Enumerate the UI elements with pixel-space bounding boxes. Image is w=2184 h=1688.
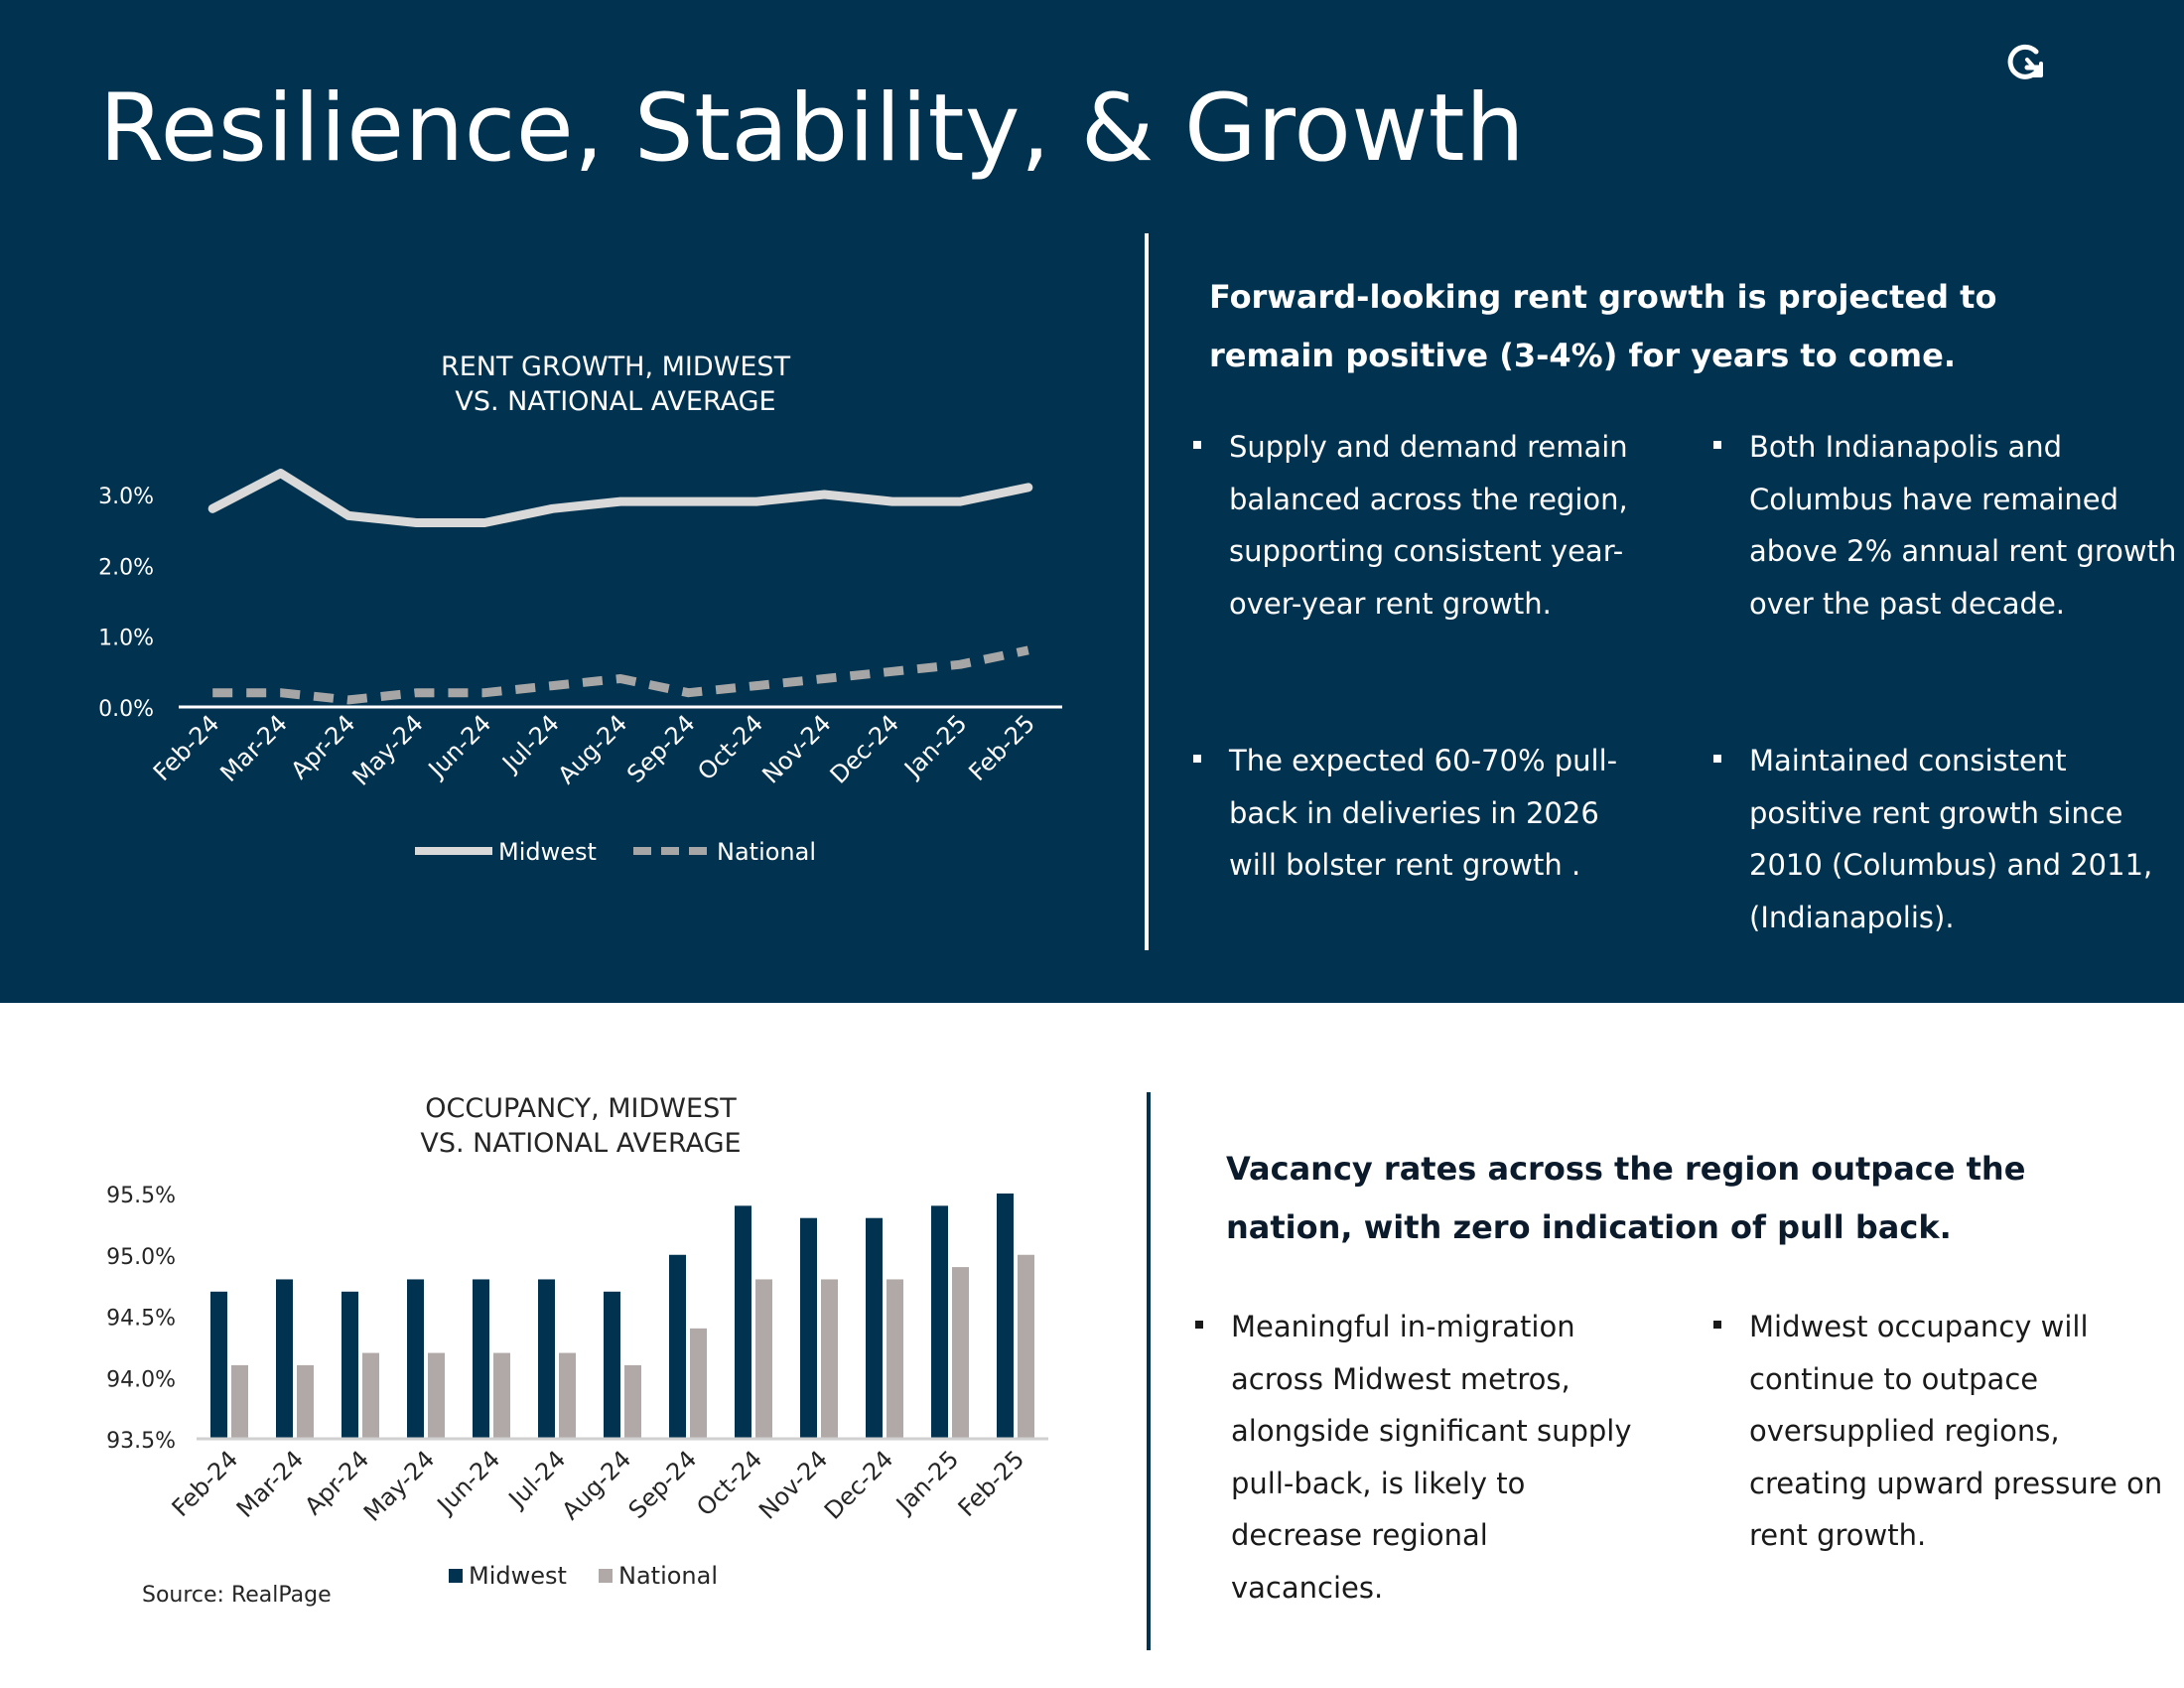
bullet-text: The expected 60-70% pull-back in deliver…	[1229, 744, 1618, 882]
bar-midwest	[210, 1291, 227, 1439]
x-tick-label: Sep-24	[621, 709, 701, 788]
bar-national	[559, 1352, 576, 1439]
x-tick-label: May-24	[358, 1445, 440, 1526]
x-tick-label: Jun-24	[431, 1445, 505, 1519]
bullet-square-icon	[1713, 755, 1721, 763]
bullet-text: Supply and demand remain balanced across…	[1229, 430, 1628, 621]
x-tick-label: Feb-25	[953, 1445, 1030, 1522]
rent-growth-chart: RENT GROWTH, MIDWEST VS. NATIONAL AVERAGE…	[98, 352, 1062, 866]
y-tick-label: 93.5%	[106, 1429, 176, 1454]
bar-national	[1018, 1254, 1034, 1439]
x-tick-label: Jan-25	[897, 709, 972, 783]
bar-national	[755, 1279, 772, 1439]
bar-national	[624, 1364, 641, 1439]
x-tick-label: Jan-25	[889, 1445, 964, 1519]
legend-swatch-midwest	[449, 1569, 463, 1583]
bullet-text: Meaningful in-migration across Midwest m…	[1231, 1310, 1632, 1605]
x-tick-label: Jun-24	[422, 709, 496, 783]
bar-national	[821, 1279, 838, 1439]
x-tick-label: Feb-24	[167, 1445, 244, 1522]
bullet-square-icon	[1195, 1321, 1203, 1329]
bar-national	[362, 1352, 379, 1439]
bullet-item: Meaningful in-migration across Midwest m…	[1195, 1301, 1648, 1614]
bar-midwest	[866, 1217, 883, 1439]
page-title: Resilience, Stability, & Growth	[99, 74, 1526, 183]
bullet-item: Maintained consistent positive rent grow…	[1713, 735, 2184, 943]
bullet-text: Midwest occupancy will continue to outpa…	[1749, 1310, 2163, 1552]
x-tick-label: Aug-24	[557, 1445, 637, 1525]
vacancy-heading: Vacancy rates across the region outpace …	[1226, 1150, 2026, 1246]
x-tick-label: Oct-24	[692, 709, 768, 785]
bar-midwest	[473, 1279, 489, 1439]
bar-midwest	[341, 1291, 358, 1439]
x-tick-label: Dec-24	[819, 1445, 898, 1524]
x-tick-label: Mar-24	[231, 1445, 309, 1522]
bar-midwest	[800, 1217, 817, 1439]
bar-midwest	[604, 1291, 620, 1439]
y-tick-label: 95.0%	[106, 1245, 176, 1270]
bullet-text: Maintained consistent positive rent grow…	[1749, 744, 2153, 934]
bullet-square-icon	[1713, 441, 1721, 449]
bar-national	[887, 1279, 903, 1439]
legend-label-national: National	[717, 838, 816, 866]
bottom-divider	[1147, 1092, 1151, 1650]
x-tick-label: Feb-24	[148, 709, 225, 786]
g-arrow-logo-icon	[2007, 44, 2043, 79]
y-tick-label: 94.0%	[106, 1367, 176, 1392]
series-line-midwest	[207, 469, 1033, 527]
bar-national	[493, 1352, 510, 1439]
x-tick-label: Sep-24	[623, 1445, 703, 1524]
bar-national	[231, 1364, 248, 1439]
y-tick-label: 1.0%	[98, 627, 154, 651]
x-tick-label: Feb-25	[963, 709, 1040, 786]
x-tick-label: Mar-24	[214, 709, 292, 786]
bar-national	[952, 1267, 969, 1439]
chart-title: VS. NATIONAL AVERAGE	[455, 386, 775, 417]
x-tick-label: Oct-24	[691, 1445, 767, 1521]
bar-midwest	[407, 1279, 424, 1439]
legend-label-national: National	[618, 1562, 718, 1590]
occupancy-chart: OCCUPANCY, MIDWEST VS. NATIONAL AVERAGE 93…	[106, 1093, 1048, 1608]
x-tick-label: Nov-24	[756, 709, 836, 788]
x-tick-label: May-24	[347, 709, 429, 790]
bullet-square-icon	[1193, 755, 1201, 763]
bar-national	[428, 1352, 445, 1439]
y-tick-label: 3.0%	[98, 485, 154, 509]
bar-national	[690, 1328, 707, 1439]
legend-label-midwest: Midwest	[469, 1562, 567, 1590]
rent-growth-heading: Forward-looking rent growth is projected…	[1209, 278, 1997, 374]
bar-national	[297, 1364, 314, 1439]
chart-title: OCCUPANCY, MIDWEST	[425, 1093, 737, 1124]
bullet-square-icon	[1713, 1321, 1721, 1329]
chart-title: RENT GROWTH, MIDWEST	[441, 352, 791, 382]
y-tick-label: 95.5%	[106, 1184, 176, 1208]
bullet-square-icon	[1193, 441, 1201, 449]
bar-midwest	[669, 1254, 686, 1439]
legend-label-midwest: Midwest	[498, 838, 597, 866]
bullet-text: Both Indianapolis and Columbus have rema…	[1749, 430, 2177, 621]
bullet-item: Both Indianapolis and Columbus have rema…	[1713, 421, 2184, 630]
chart-title: VS. NATIONAL AVERAGE	[420, 1128, 741, 1159]
bar-midwest	[735, 1205, 751, 1439]
x-tick-label: Aug-24	[553, 709, 633, 789]
y-tick-label: 0.0%	[98, 697, 154, 722]
source-note: Source: RealPage	[142, 1583, 332, 1608]
bar-midwest	[931, 1205, 948, 1439]
x-tick-label: Dec-24	[825, 709, 904, 788]
bullet-item: The expected 60-70% pull-back in deliver…	[1193, 735, 1646, 892]
series-line-national	[212, 645, 1029, 705]
legend-swatch-national	[599, 1569, 613, 1583]
x-tick-label: Nov-24	[753, 1445, 833, 1524]
y-tick-label: 2.0%	[98, 555, 154, 580]
bar-midwest	[538, 1279, 555, 1439]
top-divider	[1145, 233, 1149, 950]
bullet-item: Midwest occupancy will continue to outpa…	[1713, 1301, 2184, 1562]
bullet-item: Supply and demand remain balanced across…	[1193, 421, 1646, 630]
y-tick-label: 94.5%	[106, 1307, 176, 1332]
bar-midwest	[276, 1279, 293, 1439]
bar-midwest	[997, 1194, 1014, 1439]
top-band	[0, 0, 2184, 1003]
